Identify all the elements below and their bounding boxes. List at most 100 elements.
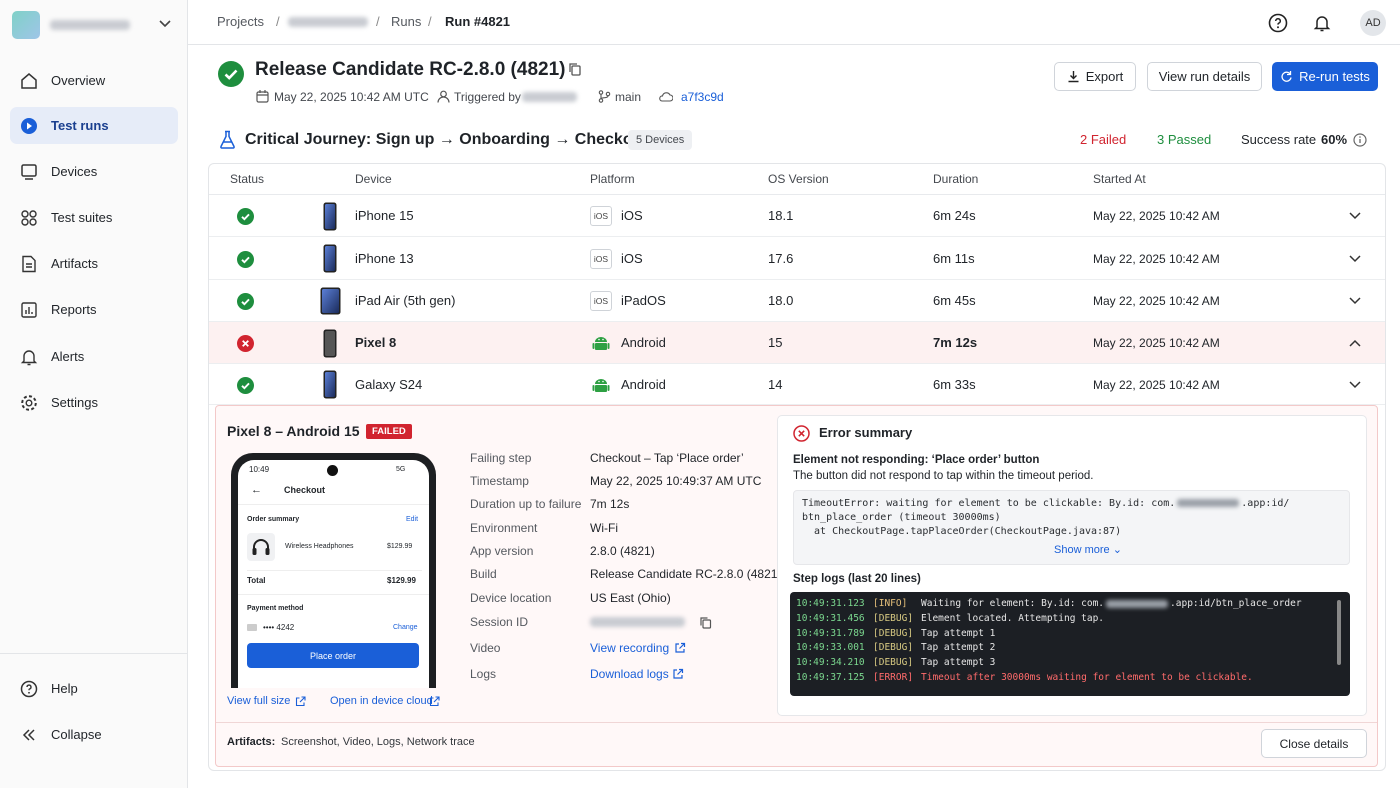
flask-icon [220,130,235,149]
collapse-item[interactable]: Collapse [10,716,178,753]
divider [209,194,1385,195]
export-button[interactable]: Export [1054,62,1136,91]
field-value: Checkout – Tap ‘Place order’ [590,451,744,465]
external-link-icon [673,668,684,679]
failed-count: 2 Failed [1080,132,1127,147]
user-icon [437,90,450,103]
log-message: Timeout after 30000ms waiting for elemen… [921,671,1253,685]
log-message-part: Waiting for element: By.id: com. [921,598,1105,609]
passed-count: 3 Passed [1157,132,1212,147]
nav-label: Test runs [51,118,109,133]
field-label: Failing step [470,451,532,465]
row-chevron [1349,380,1361,388]
table-row[interactable] [209,195,1385,237]
blurred-id [1106,599,1169,608]
status-passed-icon [237,376,254,394]
blurred-id [1177,499,1240,507]
nav-item[interactable]: Test runs [10,107,178,144]
success-rate-label: Success rate [1241,132,1317,147]
log-level: [DEBUG] [873,657,914,669]
nav-item[interactable]: Test suites [10,199,178,236]
log-level: [INFO] [873,598,908,609]
platform-badge: iOS [590,206,612,226]
item-name: Wireless Headphones [285,543,354,550]
external-link-icon [429,696,440,707]
table-row[interactable] [209,322,1385,364]
nav-item[interactable]: Overview [10,62,178,99]
devices-badge: 5 Devices [628,130,693,150]
table-row[interactable] [209,280,1385,322]
stack-line-part: TimeoutError: waiting for element to be … [802,498,1176,509]
logs-title: Step logs (last 20 lines) [793,573,921,585]
nav-icon [21,301,37,318]
os-version: 18.1 [768,208,794,223]
help-icon[interactable] [1268,13,1288,33]
notifications-icon[interactable] [1312,13,1332,33]
nav-icon [21,209,37,226]
breadcrumb-sep: / [276,14,280,29]
view-full-size-link[interactable]: View full size [227,695,291,707]
table-row[interactable] [209,237,1385,280]
commit-link[interactable]: a7f3c9d [681,90,724,104]
nav-item[interactable]: Artifacts [10,245,178,282]
view-run-details-button[interactable]: View run details [1147,62,1262,91]
topbar: Projects / / Runs / Run #4821 AD [188,0,1400,45]
error-message: The button did not respond to tap within… [793,470,1094,482]
nav-icon [20,349,38,365]
nav-item[interactable]: Devices [10,153,178,190]
platform: iOS [621,250,643,266]
show-more[interactable]: Show more ⌄ [1054,544,1122,556]
rerun-button[interactable]: Re-run tests [1272,62,1378,91]
copy-icon [700,617,712,629]
row-chevron [1349,254,1361,262]
payment-method: Payment method [247,605,304,612]
divider [238,594,429,595]
help-item[interactable]: Help [10,670,178,707]
avatar[interactable]: AD [1360,10,1386,36]
nav-item[interactable]: Settings [10,384,178,421]
device-name: iPad Air (5th gen) [355,293,456,308]
nav-item[interactable]: Alerts [10,338,178,375]
duration: 7m 12s [933,335,978,350]
open-device-cloud-link[interactable]: Open in device cloud [330,695,433,707]
divider [216,722,1377,723]
card-icon [247,624,257,631]
workspace-chevron[interactable] [158,19,172,29]
failed-badge: FAILED [366,424,412,439]
close-details-button[interactable]: Close details [1261,729,1367,758]
breadcrumb-projects[interactable]: Projects [217,14,264,29]
stack-line: at CheckoutPage.tapPlaceOrder(CheckoutPa… [802,525,1121,539]
started-at: May 22, 2025 10:42 AM [1093,251,1220,266]
row-chevron [1349,297,1361,305]
nav-icon [21,163,37,180]
edit-link[interactable]: Edit [406,516,419,523]
log-time: 10:49:37.125 [796,672,865,683]
copy-icon[interactable] [568,62,582,76]
field-label: Environment [470,521,538,535]
field-value: US East (Ohio) [590,591,671,605]
rerun-label: Re-run tests [1299,69,1370,84]
field-label: Session ID [470,615,529,629]
breadcrumb-sep: / [376,14,380,29]
nav-label: Test suites [51,210,113,225]
breadcrumb-runs[interactable]: Runs [391,14,422,29]
info-icon[interactable] [1353,133,1367,147]
field-link[interactable]: Download logs [590,667,669,681]
nav-label: Artifacts [51,256,98,271]
field-label: App version [470,544,534,558]
workspace-name-blurred [50,20,130,30]
field-link[interactable]: View recording [590,641,670,655]
column-header: Duration [933,172,979,186]
place-order-button: Place order [247,643,419,668]
os-version: 18.0 [768,293,794,308]
results-table [208,163,1386,771]
change-link[interactable]: Change [393,624,418,631]
table-row[interactable] [209,364,1385,405]
nav-label: Reports [51,302,97,317]
field-label: Timestamp [470,474,529,488]
log-message-part: Timeout after 30000ms waiting for elemen… [921,672,1253,683]
log-time: 10:49:31.789 [796,627,865,639]
nav-item[interactable]: Reports [10,291,178,328]
card-number: •••• 4242 [263,623,295,632]
